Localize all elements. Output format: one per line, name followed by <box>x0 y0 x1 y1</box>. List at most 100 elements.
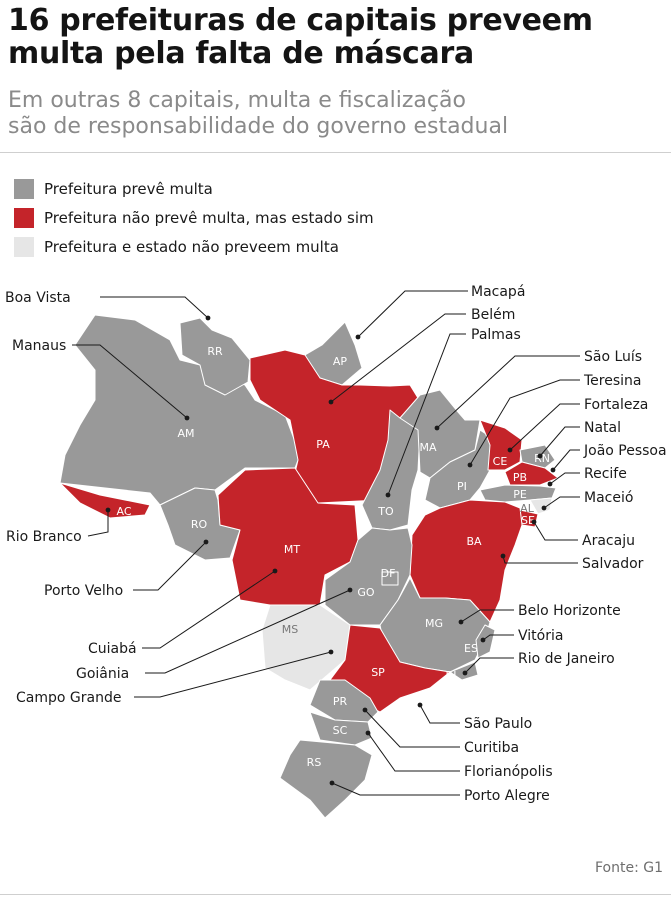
leader-porto-alegre <box>331 782 460 796</box>
state-pr <box>309 679 379 723</box>
dot-campo-grande <box>328 649 334 655</box>
legend-swatch-gray <box>14 178 34 199</box>
abbr-ma: MA <box>419 441 436 454</box>
legend-swatch-light <box>14 236 34 257</box>
label-cuiaba: Cuiabá <box>88 641 137 657</box>
leader-palmas <box>387 333 466 496</box>
legend-item-light: Prefeitura e estado não preveem multa <box>14 232 374 261</box>
label-curitiba: Curitiba <box>464 740 519 756</box>
abbr-se: SE <box>521 514 535 527</box>
leader-sao-paulo <box>419 704 460 724</box>
legend-label-red: Prefeitura não prevê multa, mas estado s… <box>44 208 374 227</box>
dot-cuiaba <box>272 568 278 574</box>
abbr-pe: PE <box>513 488 527 501</box>
abbr-mt: MT <box>284 543 300 556</box>
dot-recife <box>547 481 553 487</box>
legend-swatch-red <box>14 207 34 228</box>
dot-vitoria <box>480 637 486 643</box>
abbr-al: AL <box>520 502 535 515</box>
leader-belem <box>330 313 466 403</box>
dot-aracaju <box>531 519 537 525</box>
dot-florianopolis <box>365 730 371 736</box>
leader-recife <box>549 472 580 485</box>
dot-maceio <box>541 505 547 511</box>
state-go <box>324 527 413 626</box>
source-credit: Fonte: G1 <box>594 860 663 876</box>
dot-curitiba <box>362 707 368 713</box>
abbr-sp: SP <box>371 666 385 679</box>
leader-salvador <box>502 555 578 564</box>
label-macapa: Macapá <box>471 284 525 300</box>
dot-palmas <box>385 492 391 498</box>
capital-dots <box>105 315 556 786</box>
label-porto-velho: Porto Velho <box>44 583 123 599</box>
leader-joao-pessoa <box>552 449 580 471</box>
leader-belo-horizonte <box>460 609 514 623</box>
label-aracaju: Aracaju <box>582 533 635 549</box>
top-divider <box>0 152 671 153</box>
label-belo-horizonte: Belo Horizonte <box>518 603 621 619</box>
label-natal: Natal <box>584 420 621 436</box>
dot-manaus <box>184 415 190 421</box>
dot-teresina <box>467 462 473 468</box>
dot-macapa <box>355 334 361 340</box>
leader-natal <box>539 426 580 457</box>
label-recife: Recife <box>584 466 627 482</box>
abbr-rr: RR <box>207 345 223 358</box>
subtitle-line-1: Em outras 8 capitais, multa e fiscalizaç… <box>8 88 466 113</box>
abbr-df: DF <box>381 567 396 580</box>
leader-fortaleza <box>509 403 580 451</box>
leader-boa-vista <box>100 296 209 319</box>
legend-item-gray: Prefeitura prevê multa <box>14 174 374 203</box>
state-rr <box>179 317 251 396</box>
label-sao-luis: São Luís <box>584 349 642 365</box>
abbr-ap: AP <box>333 355 348 368</box>
page-subtitle: Em outras 8 capitais, multa e fiscalizaç… <box>8 88 668 140</box>
abbr-pr: PR <box>333 695 348 708</box>
leader-florianopolis <box>367 732 460 772</box>
leader-cuiaba <box>142 570 276 649</box>
abbr-rs: RS <box>307 756 322 769</box>
state-es <box>475 624 496 659</box>
legend-label-gray: Prefeitura prevê multa <box>44 179 213 198</box>
dot-joao-pessoa <box>550 467 556 473</box>
legend-item-red: Prefeitura não prevê multa, mas estado s… <box>14 203 374 232</box>
label-boa-vista: Boa Vista <box>5 290 71 306</box>
dot-fortaleza <box>507 447 513 453</box>
abbr-pa: PA <box>316 438 330 451</box>
state-rn <box>519 444 556 469</box>
dot-sao-paulo <box>417 702 423 708</box>
abbr-ro: RO <box>191 518 208 531</box>
abbr-pi: PI <box>457 480 467 493</box>
state-am <box>59 314 301 506</box>
label-salvador: Salvador <box>582 556 644 572</box>
dot-goiania <box>347 587 353 593</box>
label-vitoria: Vitória <box>518 628 563 644</box>
abbr-mg: MG <box>425 617 443 630</box>
state-ac <box>59 482 151 519</box>
label-manaus: Manaus <box>12 338 66 354</box>
state-abbreviations: RR AP AM PA AC RO MT TO MA PI CE RN PB P… <box>116 345 549 769</box>
label-campo-grande: Campo Grande <box>16 690 121 706</box>
abbr-rj: RJ <box>446 669 457 682</box>
label-teresina: Teresina <box>583 373 641 389</box>
leader-goiania <box>145 589 351 674</box>
label-rio-branco: Rio Branco <box>6 529 82 545</box>
title-line-2: multa pela falta de máscara <box>8 36 474 71</box>
abbr-sc: SC <box>333 724 348 737</box>
leader-aracaju <box>533 521 578 541</box>
label-porto-alegre: Porto Alegre <box>464 788 550 804</box>
dot-porto-velho <box>203 539 209 545</box>
state-df <box>381 571 399 586</box>
state-ce <box>479 419 523 471</box>
abbr-go: GO <box>357 586 375 599</box>
leader-rio-branco <box>87 510 109 537</box>
leader-rio-de-janeiro <box>464 657 514 674</box>
state-ms <box>261 604 351 691</box>
dot-belo-horizonte <box>458 619 464 625</box>
dot-belem <box>328 399 334 405</box>
state-mt <box>217 467 359 606</box>
dot-rio-branco <box>105 507 111 513</box>
bottom-divider <box>0 894 671 895</box>
